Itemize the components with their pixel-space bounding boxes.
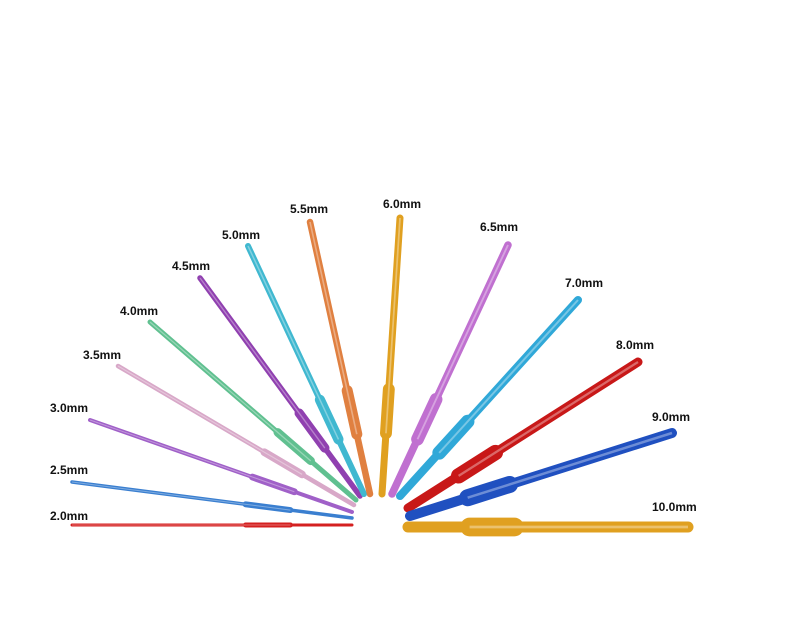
hook-grip: [341, 385, 363, 440]
hook-size-label: 7.0mm: [565, 276, 603, 290]
hook-highlight: [149, 321, 312, 462]
crochet-hook: [403, 357, 643, 513]
hook-size-label: 3.0mm: [50, 401, 88, 415]
hook-shaft: [306, 218, 374, 498]
hook-size-label: 2.5mm: [50, 463, 88, 477]
hook-highlight: [117, 365, 303, 475]
hook-shaft: [147, 319, 359, 503]
hook-highlight: [467, 431, 673, 499]
hook-highlight: [247, 245, 340, 440]
hook-grip: [260, 448, 306, 479]
hook-grip: [314, 394, 344, 445]
hook-shaft: [378, 214, 404, 498]
hook-grip: [411, 393, 443, 446]
hook-shaft: [70, 480, 354, 520]
hook-shaft: [396, 296, 582, 500]
crochet-hook: [115, 363, 357, 508]
hook-shaft: [197, 275, 363, 499]
crochet-hook: [396, 296, 582, 500]
crochet-hook: [388, 241, 512, 498]
hook-grip: [432, 414, 475, 460]
crochet-hook: [306, 218, 374, 498]
hook-size-label: 4.0mm: [120, 304, 158, 318]
crochet-hook: [147, 319, 359, 503]
hook-highlight: [309, 221, 358, 435]
hook-shaft: [405, 428, 677, 521]
hook-grip: [459, 475, 519, 507]
hook-size-label: 5.0mm: [222, 228, 260, 242]
hook-highlight: [457, 361, 639, 477]
hook-shaft: [115, 363, 357, 508]
crochet-hook: [197, 275, 363, 499]
hook-highlight: [385, 217, 401, 434]
hook-grip: [273, 428, 315, 466]
hook-size-label: 4.5mm: [172, 259, 210, 273]
hook-size-label: 3.5mm: [83, 348, 121, 362]
crochet-hook: [405, 428, 677, 521]
hook-grip: [294, 408, 330, 453]
hook-shaft: [403, 357, 643, 513]
hook-highlight: [438, 299, 579, 454]
hook-grip: [450, 444, 504, 484]
crochet-hook: [88, 418, 354, 514]
hook-shaft: [245, 243, 367, 497]
hook-grip: [242, 501, 294, 514]
hook-shaft: [388, 241, 512, 498]
hook-size-label: 5.5mm: [290, 202, 328, 216]
hook-size-label: 8.0mm: [616, 338, 654, 352]
hook-highlight: [416, 244, 509, 440]
hook-grip: [249, 473, 298, 496]
hook-size-label: 6.0mm: [383, 197, 421, 211]
hook-highlight: [89, 419, 295, 493]
crochet-hook: [245, 243, 367, 497]
hook-grip: [380, 383, 395, 440]
hook-size-label: 2.0mm: [50, 509, 88, 523]
hook-size-label: 6.5mm: [480, 220, 518, 234]
hook-highlight: [199, 277, 326, 449]
hook-size-label: 9.0mm: [652, 410, 690, 424]
hook-highlight: [71, 481, 291, 511]
hook-shaft: [88, 418, 354, 514]
crochet-hook: [378, 214, 404, 498]
crochet-hook: [70, 480, 354, 520]
hook-size-label: 10.0mm: [652, 500, 697, 514]
